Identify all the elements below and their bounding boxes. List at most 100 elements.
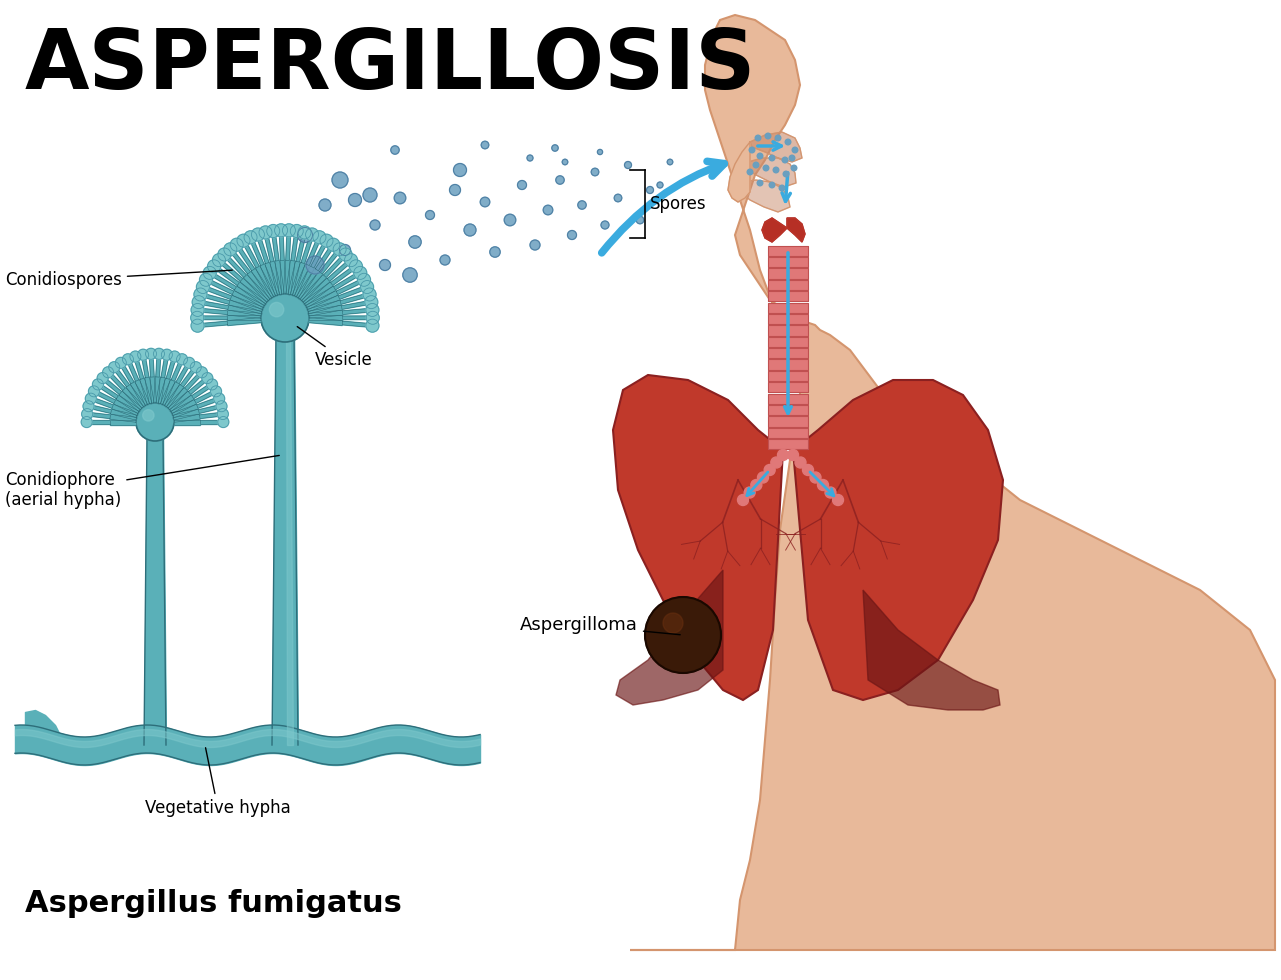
Bar bbox=[769, 246, 808, 256]
Polygon shape bbox=[195, 390, 216, 404]
Polygon shape bbox=[237, 282, 266, 306]
Circle shape bbox=[391, 146, 400, 154]
Circle shape bbox=[825, 487, 836, 498]
Bar bbox=[769, 394, 808, 404]
Text: ASPERGILLOSIS: ASPERGILLOSIS bbox=[26, 25, 756, 106]
Polygon shape bbox=[234, 286, 265, 308]
Polygon shape bbox=[161, 355, 169, 378]
Polygon shape bbox=[163, 381, 179, 407]
Polygon shape bbox=[200, 413, 223, 418]
Polygon shape bbox=[135, 379, 150, 406]
Polygon shape bbox=[324, 253, 347, 277]
Polygon shape bbox=[240, 278, 269, 304]
Polygon shape bbox=[172, 359, 183, 381]
Polygon shape bbox=[197, 321, 228, 327]
Circle shape bbox=[83, 401, 94, 412]
Polygon shape bbox=[119, 362, 135, 384]
Polygon shape bbox=[283, 261, 290, 294]
Circle shape bbox=[592, 169, 598, 175]
Polygon shape bbox=[301, 234, 314, 264]
Polygon shape bbox=[192, 383, 213, 399]
Polygon shape bbox=[265, 263, 281, 296]
Polygon shape bbox=[343, 316, 373, 319]
Circle shape bbox=[543, 205, 553, 215]
Circle shape bbox=[753, 163, 758, 168]
Polygon shape bbox=[158, 378, 170, 405]
Circle shape bbox=[769, 182, 775, 188]
Circle shape bbox=[409, 236, 421, 248]
Polygon shape bbox=[249, 236, 264, 266]
Polygon shape bbox=[205, 278, 234, 294]
Circle shape bbox=[210, 386, 222, 397]
Circle shape bbox=[339, 248, 352, 261]
Circle shape bbox=[142, 410, 154, 421]
Bar bbox=[769, 269, 808, 278]
Polygon shape bbox=[223, 253, 246, 277]
Polygon shape bbox=[306, 295, 339, 312]
Circle shape bbox=[333, 243, 346, 256]
Polygon shape bbox=[228, 305, 261, 317]
Polygon shape bbox=[154, 377, 160, 403]
Polygon shape bbox=[342, 301, 371, 310]
Circle shape bbox=[136, 403, 174, 441]
Polygon shape bbox=[175, 362, 191, 384]
Circle shape bbox=[765, 465, 775, 475]
Polygon shape bbox=[286, 230, 291, 261]
Circle shape bbox=[366, 312, 379, 324]
Polygon shape bbox=[242, 240, 259, 268]
Polygon shape bbox=[227, 316, 261, 320]
Bar bbox=[769, 279, 808, 290]
Polygon shape bbox=[307, 300, 341, 314]
Polygon shape bbox=[160, 379, 175, 406]
Polygon shape bbox=[616, 570, 722, 705]
Polygon shape bbox=[319, 248, 341, 274]
Polygon shape bbox=[133, 356, 143, 379]
Circle shape bbox=[757, 472, 769, 483]
Circle shape bbox=[601, 221, 608, 229]
Circle shape bbox=[614, 194, 621, 202]
Polygon shape bbox=[101, 376, 122, 394]
Bar bbox=[769, 337, 808, 347]
Polygon shape bbox=[288, 261, 300, 295]
Circle shape bbox=[774, 168, 779, 172]
Bar bbox=[769, 257, 808, 268]
Circle shape bbox=[792, 166, 797, 171]
Polygon shape bbox=[793, 380, 1003, 700]
Polygon shape bbox=[311, 240, 328, 268]
Polygon shape bbox=[247, 271, 272, 301]
Polygon shape bbox=[749, 132, 802, 162]
Polygon shape bbox=[197, 316, 227, 319]
Polygon shape bbox=[209, 271, 237, 290]
Polygon shape bbox=[342, 308, 373, 315]
Circle shape bbox=[395, 192, 406, 204]
Circle shape bbox=[191, 319, 204, 332]
Circle shape bbox=[747, 170, 753, 174]
Polygon shape bbox=[97, 383, 118, 399]
Circle shape bbox=[817, 479, 829, 491]
Circle shape bbox=[363, 188, 377, 202]
Circle shape bbox=[261, 294, 309, 342]
Circle shape bbox=[792, 147, 798, 153]
Circle shape bbox=[769, 155, 775, 161]
Polygon shape bbox=[229, 300, 263, 314]
Circle shape bbox=[169, 351, 181, 362]
Polygon shape bbox=[199, 301, 228, 310]
Polygon shape bbox=[126, 384, 146, 409]
Polygon shape bbox=[200, 293, 229, 304]
Circle shape bbox=[744, 487, 756, 498]
Circle shape bbox=[115, 358, 127, 368]
Circle shape bbox=[319, 199, 330, 211]
Text: Vesicle: Vesicle bbox=[297, 326, 373, 369]
Polygon shape bbox=[290, 263, 305, 296]
Polygon shape bbox=[113, 367, 129, 387]
Circle shape bbox=[192, 296, 205, 309]
Polygon shape bbox=[333, 271, 361, 290]
Polygon shape bbox=[305, 291, 338, 310]
Circle shape bbox=[92, 379, 104, 390]
Polygon shape bbox=[338, 285, 368, 299]
Circle shape bbox=[354, 267, 366, 279]
Polygon shape bbox=[762, 218, 787, 242]
Circle shape bbox=[206, 379, 218, 390]
Polygon shape bbox=[728, 142, 749, 202]
Polygon shape bbox=[236, 244, 255, 270]
